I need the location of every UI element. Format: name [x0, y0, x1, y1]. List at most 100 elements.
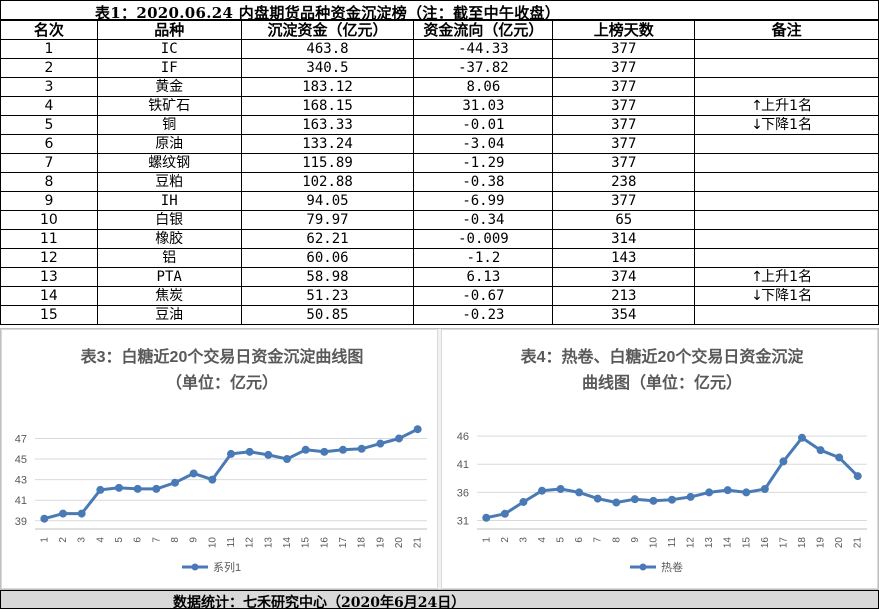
rank-cell: 3: [0, 77, 98, 97]
note-cell: [694, 191, 879, 211]
rank-cell: 11: [0, 229, 98, 249]
note-cell: [694, 248, 879, 268]
arrow-up-icon: ↑: [751, 269, 763, 285]
capital-cell: 50.85: [240, 305, 415, 325]
capital-cell: 340.5: [240, 58, 415, 78]
x-tick-label: 4: [537, 537, 548, 543]
flow-cell: -0.38: [413, 172, 554, 192]
data-point: [59, 509, 67, 518]
y-tick-label: 31: [457, 516, 469, 528]
col-header-capital: 沉淀资金（亿元）: [240, 20, 415, 40]
x-tick-label: 8: [611, 537, 622, 543]
capital-cell: 62.21: [240, 229, 415, 249]
flow-cell: -0.34: [413, 210, 554, 230]
series-line: [485, 436, 859, 520]
flow-cell: 31.03: [413, 96, 554, 116]
x-tick-label: 12: [686, 537, 697, 549]
data-point: [152, 484, 161, 493]
table-row: 12 铝 60.06 -1.2 143: [0, 248, 879, 268]
capital-cell: 183.12: [240, 77, 415, 97]
x-tick-label: 2: [500, 537, 511, 543]
arrow-up-icon: ↑: [751, 98, 763, 114]
table-row: 1 IC 463.8 -44.33 377: [0, 39, 879, 59]
days-cell: 213: [552, 286, 696, 306]
data-point: [723, 486, 732, 495]
note-cell: [694, 229, 879, 249]
legend-label: 热卷: [661, 560, 683, 574]
x-tick-label: 11: [226, 537, 237, 548]
x-tick-label: 17: [338, 537, 349, 549]
x-tick-label: 12: [245, 537, 256, 549]
data-point: [357, 444, 366, 453]
days-cell: 377: [552, 39, 696, 59]
name-cell: 白银: [96, 210, 242, 230]
series-line: [43, 427, 419, 521]
capital-cell: 463.8: [240, 39, 415, 59]
y-tick-label: 43: [15, 475, 27, 487]
x-tick-label: 7: [593, 537, 604, 543]
flow-cell: -1.2: [413, 248, 554, 268]
data-point: [208, 475, 217, 484]
table-row: 5 铜 163.33 -0.01 377 ↓下降1名: [0, 115, 879, 135]
x-tick-label: 8: [170, 537, 181, 543]
x-tick-label: 13: [263, 537, 274, 549]
rank-cell: 4: [0, 96, 98, 116]
y-tick-label: 47: [15, 433, 27, 445]
data-point: [779, 457, 788, 466]
legend-label: 系列1: [213, 560, 241, 574]
rank-cell: 9: [0, 191, 98, 211]
x-tick-label: 7: [151, 537, 162, 543]
y-tick-label: 46: [457, 431, 469, 443]
flow-cell: -0.01: [413, 115, 554, 135]
days-cell: 377: [552, 153, 696, 173]
capital-cell: 58.98: [240, 267, 415, 287]
note-cell: [694, 305, 879, 325]
table-row: 7 螺纹钢 115.89 -1.29 377: [0, 153, 879, 173]
x-tick-label: 14: [282, 537, 293, 549]
days-cell: 377: [552, 134, 696, 154]
flow-cell: -0.67: [413, 286, 554, 306]
data-point: [835, 453, 844, 462]
x-tick-label: 16: [319, 537, 330, 549]
y-tick-label: 39: [15, 516, 27, 528]
x-tick-label: 11: [667, 537, 678, 548]
x-tick-label: 6: [133, 537, 144, 543]
flow-cell: -3.04: [413, 134, 554, 154]
note-cell: [694, 172, 879, 192]
x-tick-label: 20: [834, 537, 845, 549]
x-tick-label: 5: [556, 537, 567, 543]
data-point: [760, 485, 769, 494]
data-point: [575, 488, 584, 497]
table-title: 表1：2020.06.24 内盘期货品种资金沉淀榜（注：截至中午收盘）: [95, 4, 561, 22]
rank-cell: 5: [0, 115, 98, 135]
data-point: [816, 446, 825, 455]
capital-cell: 102.88: [240, 172, 415, 192]
data-point: [189, 469, 198, 478]
chart-title: 表3：白糖近20个交易日资金沉淀曲线图: [80, 347, 364, 366]
data-point: [500, 509, 509, 518]
arrow-down-icon: ↓: [751, 288, 763, 304]
y-tick-label: 36: [457, 487, 469, 499]
capital-cell: 168.15: [240, 96, 415, 116]
capital-cell: 163.33: [240, 115, 415, 135]
rank-cell: 14: [0, 286, 98, 306]
data-point: [742, 488, 751, 497]
y-tick-label: 41: [457, 459, 469, 471]
table-row: 4 铁矿石 168.15 31.03 377 ↑上升1名: [0, 96, 879, 116]
x-tick-label: 1: [481, 537, 492, 543]
rank-cell: 12: [0, 248, 98, 268]
note-text: 下降1名: [761, 288, 813, 304]
data-point: [264, 450, 273, 459]
table-row: 14 焦炭 51.23 -0.67 213 ↓下降1名: [0, 286, 879, 306]
x-tick-label: 2: [58, 537, 69, 543]
flow-cell: -0.009: [413, 229, 554, 249]
note-cell: [694, 134, 879, 154]
x-tick-label: 21: [413, 537, 424, 549]
chart-subtitle: 曲线图（单位：亿元）: [582, 373, 742, 392]
chart-hotcoil: 表4：热卷、白糖近20个交易日资金沉淀 曲线图（单位：亿元） 31 36 41 46 1 2 3…: [441, 329, 878, 589]
ranking-table: 名次 品种 沉淀资金（亿元） 资金流向（亿元） 上榜天数 备注 1 IC 463.8…: [0, 20, 879, 325]
capital-cell: 79.97: [240, 210, 415, 230]
data-point: [593, 494, 602, 503]
capital-cell: 60.06: [240, 248, 415, 268]
